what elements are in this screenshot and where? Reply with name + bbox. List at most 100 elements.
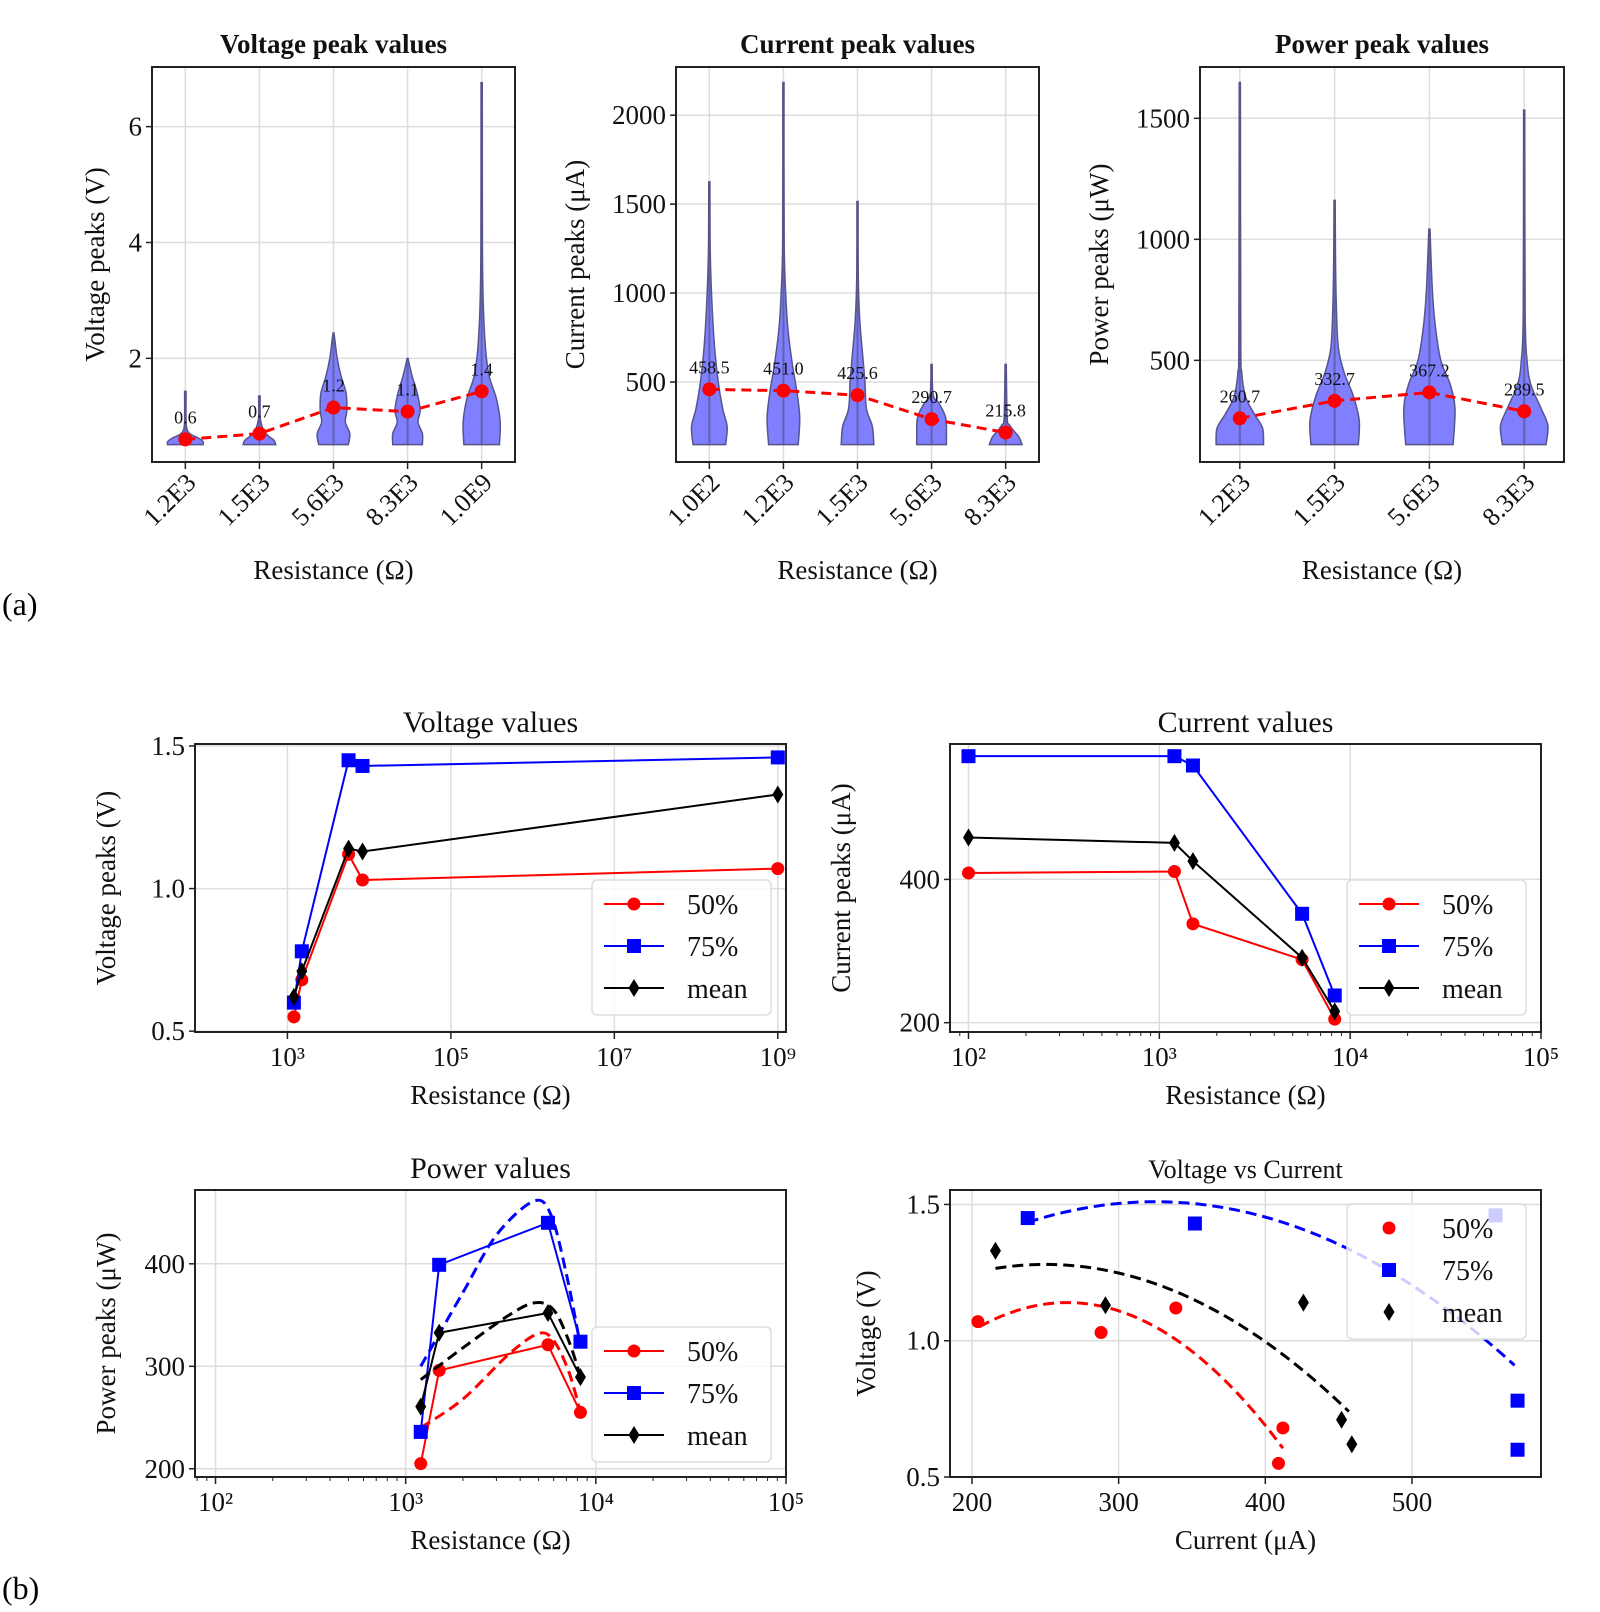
- y-tick-label: 1.5: [151, 731, 185, 761]
- legend-label: 75%: [1442, 932, 1493, 963]
- mean-value-label: 260.7: [1220, 386, 1261, 406]
- y-tick-label: 1000: [612, 278, 666, 308]
- legend-box: [1346, 879, 1527, 1016]
- chart-3: Voltage values 0.5 1.0 1.5 Voltage peaks (V)…: [91, 706, 796, 1110]
- x-tick-label: 8.3E3: [958, 468, 1022, 532]
- fit-curve-50%: [419, 1331, 582, 1430]
- mean-value-label: 451.0: [763, 359, 804, 379]
- chart-title: Voltage peak values: [220, 29, 447, 59]
- x-axis-label: Resistance (Ω): [1165, 1080, 1325, 1110]
- data-point-75%: [355, 758, 370, 773]
- mean-point: [1327, 393, 1342, 408]
- data-point-mean: [415, 1397, 427, 1416]
- x-tick-label: 1.0E9: [434, 468, 498, 532]
- fit-curve-75%: [419, 1198, 582, 1368]
- x-tick-label: 400: [1245, 1487, 1286, 1517]
- mean-point: [400, 404, 415, 419]
- x-tick-label: 10⁵: [1523, 1042, 1559, 1072]
- mean-point: [776, 383, 791, 398]
- data-point-50%: [971, 1315, 985, 1329]
- y-tick-label: 6: [129, 112, 143, 142]
- data-point-mean: [1099, 1296, 1111, 1315]
- data-point-75%: [341, 753, 356, 768]
- data-point-mean: [1329, 1002, 1341, 1021]
- data-point-mean: [288, 987, 300, 1006]
- legend-marker-50%: [627, 1344, 641, 1358]
- data-point-mean: [433, 1323, 445, 1342]
- legend-label: 50%: [687, 890, 738, 921]
- y-axis-label: Voltage (V): [851, 1270, 881, 1396]
- x-tick-label: 1.5E3: [212, 468, 276, 532]
- data-point-50%: [414, 1457, 428, 1471]
- panel-label-b: (b): [2, 1570, 40, 1606]
- legend-marker-50%: [1382, 897, 1396, 911]
- x-tick-label: 1.2E3: [138, 468, 202, 532]
- x-tick-label: 10⁵: [768, 1487, 804, 1517]
- chart-title: Current values: [1158, 706, 1334, 739]
- legend-label: 50%: [1442, 1214, 1493, 1245]
- x-tick-label: 1.5E3: [1287, 468, 1351, 532]
- legend-box: [1346, 1203, 1527, 1340]
- chart-1: Current peak values 500 1000 1500 2000 Curren…: [560, 29, 1040, 585]
- data-point-mean: [1297, 1293, 1309, 1312]
- x-tick-label: 8.3E3: [360, 468, 424, 532]
- data-point-mean: [343, 839, 355, 858]
- x-tick-label: 1.2E3: [1192, 468, 1256, 532]
- x-tick-label: 10³: [388, 1487, 423, 1517]
- y-tick-label: 1.0: [151, 874, 185, 904]
- x-tick-label: 10⁴: [578, 1487, 614, 1517]
- legend-marker-50%: [1382, 1221, 1396, 1235]
- data-point-mean: [296, 962, 308, 981]
- chart-4: Current values 200 400 Current peaks (μA) 10…: [826, 706, 1559, 1110]
- y-tick-label: 200: [900, 1008, 941, 1038]
- series-line-75%: [419, 1221, 582, 1433]
- legend-label: 75%: [687, 1379, 738, 1410]
- data-point-mean: [357, 842, 369, 861]
- mean-value-label: 215.8: [985, 401, 1026, 421]
- data-point-50%: [573, 1405, 587, 1419]
- y-tick-label: 500: [626, 367, 667, 397]
- legend: 50% 75% mean: [1346, 1203, 1527, 1340]
- plot-frame: [1199, 66, 1565, 463]
- legend-label: 50%: [687, 1337, 738, 1368]
- mean-point: [924, 412, 939, 427]
- data-point-50%: [961, 866, 975, 880]
- data-point-75%: [432, 1257, 447, 1272]
- data-point-75%: [573, 1334, 588, 1349]
- x-tick-label: 300: [1098, 1487, 1139, 1517]
- data-point-50%: [771, 862, 785, 876]
- data-point-mean: [962, 828, 974, 847]
- data-point-50%: [541, 1338, 555, 1352]
- data-point-mean: [1346, 1435, 1358, 1454]
- data-point-75%: [770, 750, 785, 765]
- x-tick-label: 1.5E3: [810, 468, 874, 532]
- x-tick-label: 5.6E3: [884, 468, 948, 532]
- data-point-75%: [413, 1424, 428, 1439]
- data-point-50%: [1271, 1456, 1285, 1470]
- series-line-mean: [419, 1311, 582, 1407]
- data-point-75%: [1187, 1216, 1202, 1231]
- data-point-mean: [1168, 833, 1180, 852]
- y-tick-label: 1.0: [906, 1326, 940, 1356]
- x-tick-label: 10⁵: [433, 1042, 469, 1072]
- fit-curve-mean: [995, 1262, 1350, 1413]
- legend-label: 75%: [1442, 1256, 1493, 1287]
- y-axis-label: Power peaks (μW): [91, 1233, 121, 1435]
- x-tick-label: 5.6E3: [1382, 468, 1446, 532]
- legend-marker-mean: [1383, 979, 1395, 997]
- x-tick-label: 10³: [270, 1042, 305, 1072]
- mean-value-label: 425.6: [837, 363, 878, 383]
- chart-5: Power values 200 300 400 Power peaks (μW) 10²…: [91, 1152, 804, 1555]
- chart-title: Current peak values: [740, 29, 975, 59]
- mean-value-label: 0.7: [248, 402, 271, 422]
- data-point-mean: [574, 1368, 586, 1387]
- data-point-75%: [1185, 758, 1200, 773]
- y-tick-label: 4: [129, 227, 143, 257]
- mean-point: [178, 432, 193, 447]
- x-tick-label: 1.2E3: [736, 468, 800, 532]
- y-tick-label: 200: [145, 1454, 186, 1484]
- mean-point: [1517, 404, 1532, 419]
- mean-value-label: 458.5: [689, 357, 730, 377]
- plot-frame: [949, 1189, 1542, 1478]
- panel-label-a: (a): [2, 586, 38, 622]
